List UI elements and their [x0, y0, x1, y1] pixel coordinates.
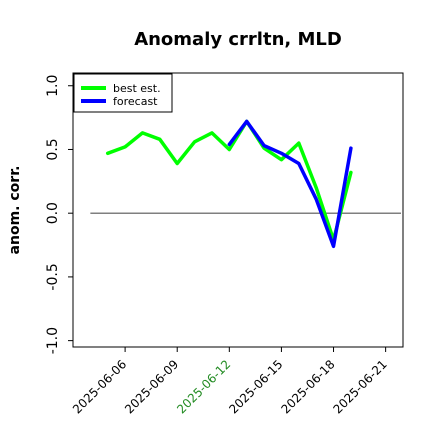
legend-label: best est. [113, 82, 161, 95]
data-point [141, 131, 144, 135]
series-line-forecast [227, 119, 353, 249]
data-point [228, 148, 231, 151]
data-point [158, 138, 162, 141]
data-point [349, 146, 353, 150]
data-point [210, 131, 214, 135]
y-tick-label: 0.0 [45, 202, 61, 224]
plot-frame [72, 72, 404, 348]
data-point [297, 141, 300, 145]
data-point [228, 143, 231, 146]
data-point [349, 171, 353, 174]
data-point [176, 162, 179, 165]
data-point [262, 144, 266, 147]
data-point [280, 158, 283, 161]
data-point [297, 162, 300, 165]
data-point [106, 152, 109, 155]
data-point [314, 186, 318, 189]
y-tick-label: 1.0 [45, 75, 61, 97]
data-point [314, 197, 318, 201]
y-tick-label: 0.5 [45, 138, 61, 160]
y-axis-label: anom. corr. [7, 166, 23, 255]
data-point [123, 145, 127, 149]
chart-title: Anomaly crrltn, MLD [134, 29, 342, 50]
legend: best est.forecast [73, 73, 173, 113]
y-tick-label: -0.5 [45, 263, 61, 290]
data-point [332, 245, 335, 248]
data-point [193, 140, 196, 144]
legend-box [73, 73, 173, 113]
y-tick-label: -1.0 [45, 327, 61, 354]
legend-label: forecast [113, 95, 158, 108]
data-point [280, 152, 283, 155]
data-point [245, 120, 248, 123]
